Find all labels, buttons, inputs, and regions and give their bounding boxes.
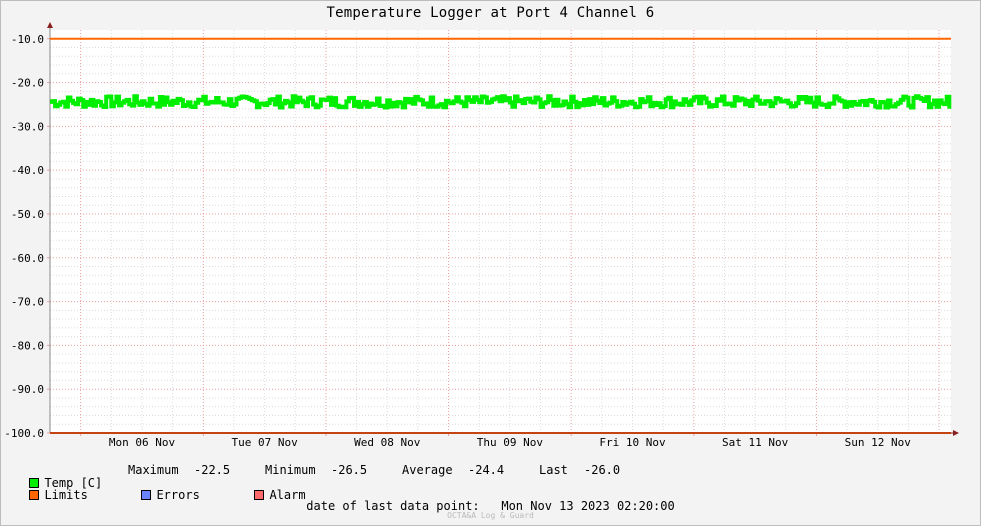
stat-last-value: -26.0	[584, 463, 621, 477]
x-tick-label: Sat 11 Nov	[722, 436, 789, 449]
stat-max-value: -22.5	[194, 463, 231, 477]
y-tick-label: -60.0	[11, 252, 44, 265]
legend-label-temp: Temp [C]	[44, 476, 103, 490]
legend-row-limits: Limits	[15, 476, 88, 502]
temp-series-line	[50, 94, 952, 110]
y-tick-label: -100.0	[4, 427, 44, 440]
y-tick-label: -40.0	[11, 164, 44, 177]
chart-title: Temperature Logger at Port 4 Channel 6	[326, 5, 655, 21]
legend-swatch-temp	[29, 477, 40, 488]
stat-max-label: Maximum	[128, 463, 179, 477]
legend-label-limits: Limits	[44, 488, 88, 502]
y-tick-label: -80.0	[11, 339, 44, 352]
watermark: OCTA&A Log & Guard	[447, 511, 534, 520]
y-tick-label: -50.0	[11, 208, 44, 221]
legend-label-alarm: Alarm	[269, 488, 306, 502]
x-tick-label: Mon 06 Nov	[109, 436, 176, 449]
stat-avg-label: Average	[402, 463, 453, 477]
legend-row-errors: Errors	[127, 476, 200, 502]
x-tick-label: Wed 08 Nov	[354, 436, 421, 449]
stat-last-label: Last	[539, 463, 568, 477]
legend-row-alarm: Alarm	[240, 476, 306, 502]
x-tick-label: Thu 09 Nov	[477, 436, 544, 449]
stat-avg-value: -24.4	[468, 463, 505, 477]
last-data-point-value: Mon Nov 13 2023 02:20:00	[501, 499, 675, 513]
y-tick-label: -20.0	[11, 77, 44, 90]
y-axis-arrow	[47, 22, 53, 28]
last-data-point-label: date of last data point:	[306, 499, 480, 513]
x-tick-label: Fri 10 Nov	[599, 436, 666, 449]
x-tick-label: Sun 12 Nov	[845, 436, 912, 449]
y-tick-label: -30.0	[11, 120, 44, 133]
stat-min-value: -26.5	[331, 463, 368, 477]
y-tick-label: -10.0	[11, 33, 44, 46]
x-tick-label: Tue 07 Nov	[231, 436, 298, 449]
last-data-point: date of last data point: Mon Nov 13 2023…	[0, 499, 981, 513]
legend-swatch-limits	[29, 489, 40, 500]
stat-min-label: Minimum	[265, 463, 316, 477]
legend-row-temp: Temp [C]	[15, 464, 102, 490]
legend-label-errors: Errors	[156, 488, 200, 502]
y-tick-label: -90.0	[11, 383, 44, 396]
y-tick-label: -70.0	[11, 296, 44, 309]
x-axis-arrow	[953, 430, 959, 436]
legend-swatch-alarm	[254, 489, 265, 500]
legend-swatch-errors	[141, 489, 152, 500]
